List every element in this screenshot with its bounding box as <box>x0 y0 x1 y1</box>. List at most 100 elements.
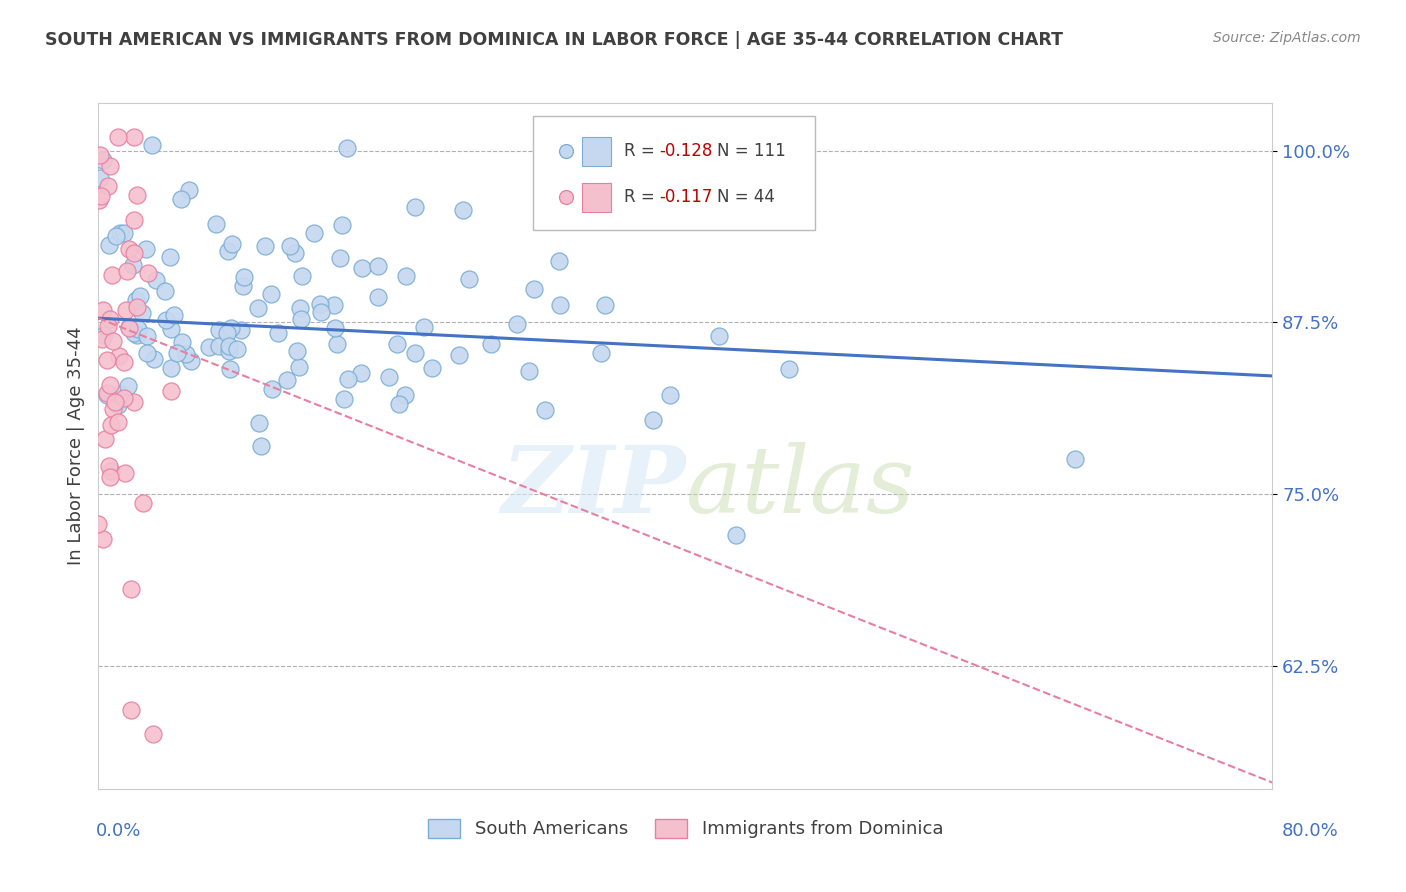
Point <box>326 337 349 351</box>
Point <box>204 217 226 231</box>
Point <box>96 386 118 401</box>
Point <box>159 250 181 264</box>
Point <box>142 727 165 741</box>
Point <box>101 334 124 348</box>
Point <box>330 218 353 232</box>
Point <box>336 141 359 155</box>
Point <box>98 312 121 326</box>
Point <box>422 360 444 375</box>
Point <box>112 354 135 368</box>
Point <box>311 305 333 319</box>
Point <box>89 170 111 185</box>
FancyBboxPatch shape <box>582 137 612 166</box>
Point <box>125 187 148 202</box>
Point <box>112 391 135 405</box>
Point <box>90 188 112 202</box>
Point <box>641 412 664 426</box>
Point <box>180 354 202 368</box>
Point <box>160 384 183 398</box>
Point <box>104 395 127 409</box>
Text: SOUTH AMERICAN VS IMMIGRANTS FROM DOMINICA IN LABOR FORCE | AGE 35-44 CORRELATIO: SOUTH AMERICAN VS IMMIGRANTS FROM DOMINI… <box>45 31 1063 49</box>
Point <box>337 372 360 386</box>
Point <box>136 345 159 359</box>
Point <box>100 417 122 432</box>
Point <box>114 303 136 318</box>
Point <box>98 160 121 174</box>
Point <box>367 260 389 274</box>
Point <box>219 320 242 334</box>
Point <box>108 226 131 240</box>
Point <box>107 415 129 429</box>
Point <box>290 301 312 316</box>
Point <box>127 321 149 335</box>
Point <box>1064 452 1087 467</box>
Point <box>96 387 118 401</box>
Point <box>107 349 129 363</box>
Point <box>247 301 270 316</box>
Point <box>114 467 136 481</box>
Point <box>404 200 426 214</box>
Point <box>208 323 231 337</box>
Point <box>288 360 311 375</box>
Point <box>350 366 373 380</box>
Point <box>208 339 231 353</box>
Point <box>174 346 197 360</box>
Point <box>122 213 145 227</box>
Point <box>101 268 124 283</box>
Point <box>89 148 111 162</box>
Y-axis label: In Labor Force | Age 35-44: In Labor Force | Age 35-44 <box>66 326 84 566</box>
Point <box>276 373 298 387</box>
Point <box>96 353 118 368</box>
Point <box>558 188 581 202</box>
Point <box>707 328 730 343</box>
Point <box>250 439 273 453</box>
Point <box>145 273 167 287</box>
Point <box>103 401 125 416</box>
Point <box>91 532 114 546</box>
Point <box>523 283 546 297</box>
Point <box>90 333 112 347</box>
Point <box>725 528 748 542</box>
Point <box>118 242 141 256</box>
Point <box>107 399 129 413</box>
Point <box>291 268 314 283</box>
Text: ZIP: ZIP <box>501 442 686 533</box>
Point <box>479 337 502 351</box>
Point <box>142 352 165 367</box>
Point <box>352 261 374 276</box>
Point <box>104 228 127 243</box>
Point <box>328 252 350 266</box>
Point <box>285 344 308 359</box>
Point <box>136 266 159 280</box>
Point <box>98 459 121 474</box>
Point <box>548 253 571 268</box>
Point <box>221 237 243 252</box>
Point <box>309 297 332 311</box>
Point <box>658 388 681 402</box>
Point <box>447 349 470 363</box>
Text: 0.0%: 0.0% <box>96 822 141 840</box>
Point <box>98 378 121 392</box>
Point <box>225 343 247 357</box>
Point <box>232 270 254 285</box>
Point <box>129 288 152 302</box>
Point <box>253 238 276 252</box>
Point <box>87 516 110 531</box>
Point <box>198 340 221 354</box>
Point <box>506 317 529 331</box>
Point <box>302 226 325 240</box>
Point <box>247 416 270 430</box>
Point <box>323 298 346 312</box>
Point <box>218 343 240 358</box>
Point <box>458 272 481 286</box>
Point <box>166 345 188 359</box>
Point <box>107 130 129 145</box>
Point <box>122 246 145 260</box>
Point <box>260 382 283 396</box>
Text: -0.128: -0.128 <box>659 142 713 160</box>
Point <box>112 227 135 241</box>
Point <box>135 242 157 256</box>
Point <box>404 346 426 360</box>
Point <box>394 388 416 402</box>
Point <box>100 470 122 484</box>
